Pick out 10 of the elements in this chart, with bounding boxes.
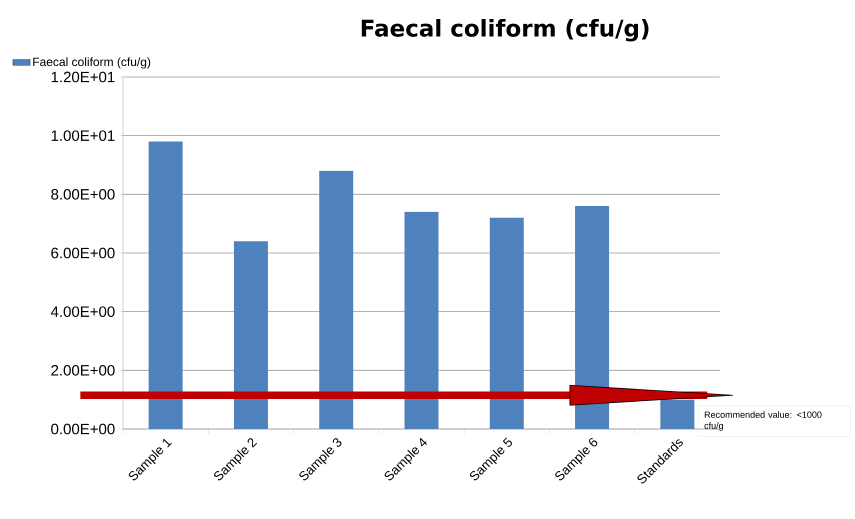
y-tick-label: 1.00E+01 [52,130,114,141]
legend-label: Faecal coliform (cfu/g) [33,57,150,69]
y-tick-label: 6.00E+00 [51,248,115,258]
y-tick-label: 2.00E+00 [51,365,115,376]
y-tick-label: 8.00E+00 [51,189,115,200]
y-tick-label: 4.00E+00 [50,306,115,317]
ref-line-label: Recommended value: <1000 cfu/g [704,411,822,431]
y-tick-label: 1.20E+01 [52,72,114,82]
chart-title: Faecal coliform (cfu/g) [362,19,648,42]
y-tick-label: 0.00E+00 [51,424,115,434]
